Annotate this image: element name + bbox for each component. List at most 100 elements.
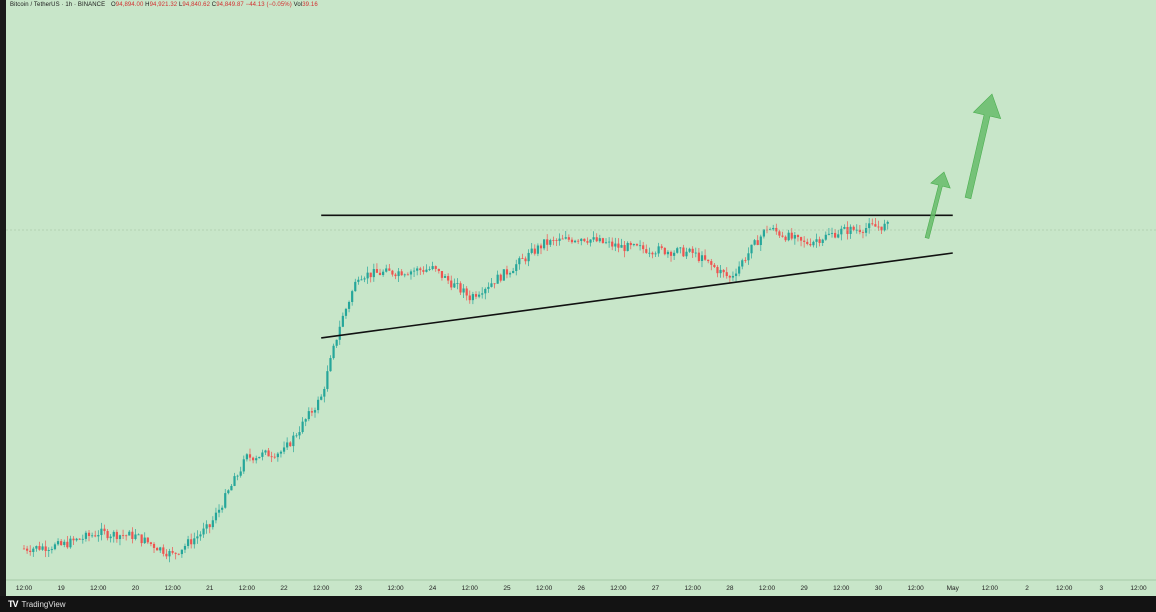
candle-up <box>332 345 335 359</box>
candle-up <box>35 546 38 549</box>
candle-up <box>217 509 221 513</box>
breakout-arrow-small-icon[interactable] <box>924 171 951 239</box>
candle-down <box>174 552 177 554</box>
candle-down <box>669 251 673 256</box>
time-axis-tick-label: 25 <box>503 585 511 592</box>
candle-down <box>521 258 524 260</box>
candle-down <box>722 269 725 273</box>
candle-down <box>248 454 252 458</box>
candle-up <box>676 248 679 253</box>
candle-up <box>239 471 242 476</box>
candle-down <box>803 240 806 242</box>
candle-up <box>245 454 248 460</box>
time-axis-tick-label: 12:00 <box>536 585 553 592</box>
candle-down <box>775 227 778 232</box>
candle-up <box>351 291 354 302</box>
candle-up <box>91 535 94 537</box>
candle-down <box>784 236 787 241</box>
candle-up <box>196 536 199 539</box>
candle-up <box>186 539 190 546</box>
time-axis-tick-label: 12:00 <box>833 585 850 592</box>
candle-up <box>830 232 834 234</box>
time-axis-tick-label: 12:00 <box>907 585 924 592</box>
candle-down <box>561 238 564 240</box>
candle-down <box>682 247 685 257</box>
tradingview-logo[interactable]: TV TradingView <box>8 599 66 609</box>
candle-up <box>731 275 735 278</box>
candle-up <box>313 410 317 413</box>
candle-down <box>871 223 874 225</box>
candle-down <box>391 270 394 275</box>
time-axis-tick-label: 12:00 <box>90 585 107 592</box>
candle-up <box>849 226 852 234</box>
candle-up <box>56 541 60 545</box>
candle-up <box>41 546 44 550</box>
candle-down <box>533 248 536 254</box>
candle-up <box>366 272 369 279</box>
candle-down <box>468 295 471 301</box>
candle-up <box>508 273 512 275</box>
candle-down <box>78 538 81 540</box>
annotations-layer <box>321 93 1002 339</box>
candle-down <box>270 456 273 458</box>
low-value: 94,840.62 <box>182 2 211 8</box>
candle-up <box>753 240 756 245</box>
candle-up <box>357 279 360 282</box>
candle-up <box>471 294 474 301</box>
price-chart[interactable]: 12:00 19 12:00 20 12:00 21 12:00 22 12:00 23 12:00… <box>6 0 1156 596</box>
candle-down <box>629 242 632 246</box>
candle-down <box>583 238 586 242</box>
time-axis-tick-label: 29 <box>801 585 809 592</box>
candle-down <box>505 269 509 275</box>
candle-down <box>440 271 444 278</box>
candle-up <box>477 294 481 297</box>
time-axis-tick-label: 12:00 <box>685 585 702 592</box>
rising-support-trendline[interactable] <box>321 252 953 339</box>
candle-up <box>329 358 332 372</box>
candle-up <box>341 315 344 327</box>
candle-down <box>422 270 425 272</box>
candle-down <box>474 294 478 297</box>
candle-down <box>601 238 605 243</box>
candle-up <box>549 240 552 245</box>
time-axis-tick-label: 12:00 <box>982 585 999 592</box>
candle-down <box>289 442 292 447</box>
candle-up <box>183 545 187 550</box>
time-axis[interactable]: 12:00 19 12:00 20 12:00 21 12:00 22 12:00 23 12:00… <box>16 585 1147 592</box>
candle-up <box>193 538 196 545</box>
time-axis-tick-label: 26 <box>578 585 586 592</box>
time-axis-tick-label: 20 <box>132 585 140 592</box>
candle-down <box>728 276 731 278</box>
candle-up <box>604 242 608 244</box>
candle-up <box>626 242 629 252</box>
symbol-name[interactable]: Bitcoin / TetherUS · 1h · BINANCE <box>10 2 106 8</box>
candle-down <box>38 546 41 550</box>
chart-pane[interactable]: 12:00 19 12:00 20 12:00 21 12:00 22 12:00 23 12:00… <box>6 0 1156 596</box>
breakout-arrow-large-icon[interactable] <box>964 93 1002 200</box>
candle-down <box>539 245 543 249</box>
candle-down <box>369 272 372 278</box>
candle-up <box>527 252 530 262</box>
high-value: 94,921.32 <box>149 2 178 8</box>
time-axis-tick-label: 12:00 <box>239 585 256 592</box>
volume-value: 39.16 <box>302 2 318 8</box>
candle-down <box>171 551 174 553</box>
candle-down <box>691 248 694 253</box>
candle-up <box>317 399 320 411</box>
candle-down <box>450 280 453 288</box>
candle-up <box>428 269 431 270</box>
time-axis-tick-label: 19 <box>58 585 66 592</box>
candle-down <box>131 531 134 539</box>
candle-up <box>543 239 546 249</box>
time-axis-tick-label: 12:00 <box>164 585 181 592</box>
candle-up <box>301 421 304 433</box>
candle-down <box>617 243 620 248</box>
candle-up <box>812 241 815 246</box>
candle-down <box>818 239 821 243</box>
candle-down <box>406 274 409 276</box>
candle-up <box>202 528 205 535</box>
candle-up <box>227 490 230 494</box>
candle-down <box>570 239 574 243</box>
candle-up <box>32 548 35 553</box>
candle-up <box>741 260 744 267</box>
